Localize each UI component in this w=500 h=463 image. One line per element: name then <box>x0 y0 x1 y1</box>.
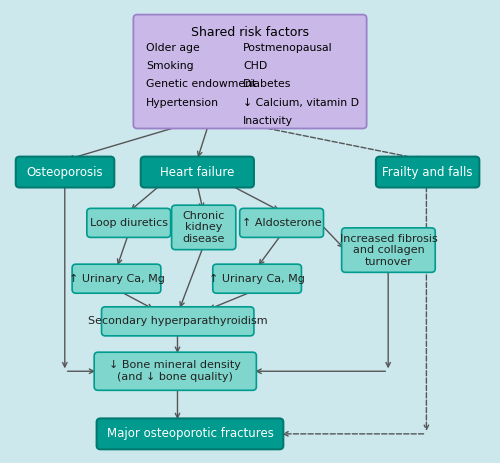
Text: ↑ Urinary Ca, Mg: ↑ Urinary Ca, Mg <box>209 274 305 284</box>
FancyBboxPatch shape <box>72 264 161 293</box>
FancyBboxPatch shape <box>172 205 236 250</box>
Text: Genetic endowment: Genetic endowment <box>146 80 256 89</box>
Text: ↓ Calcium, vitamin D: ↓ Calcium, vitamin D <box>243 98 359 107</box>
Text: Frailty and falls: Frailty and falls <box>382 166 473 179</box>
FancyBboxPatch shape <box>213 264 302 293</box>
FancyBboxPatch shape <box>342 228 435 272</box>
FancyBboxPatch shape <box>102 307 254 336</box>
Text: Chronic
kidney
disease: Chronic kidney disease <box>182 211 225 244</box>
Text: Increased fibrosis
and collagen
turnover: Increased fibrosis and collagen turnover <box>340 233 438 267</box>
Text: CHD: CHD <box>243 61 268 71</box>
Text: Smoking: Smoking <box>146 61 194 71</box>
Text: Diabetes: Diabetes <box>243 80 292 89</box>
Text: Heart failure: Heart failure <box>160 166 234 179</box>
Text: Shared risk factors: Shared risk factors <box>191 25 309 38</box>
Text: Older age: Older age <box>146 43 200 53</box>
Text: Hypertension: Hypertension <box>146 98 219 107</box>
Text: Loop diuretics: Loop diuretics <box>90 218 168 228</box>
FancyBboxPatch shape <box>94 352 256 390</box>
Text: Secondary hyperparathyroidism: Secondary hyperparathyroidism <box>88 316 268 326</box>
Text: Major osteoporotic fractures: Major osteoporotic fractures <box>106 427 274 440</box>
FancyBboxPatch shape <box>134 15 366 129</box>
Text: ↓ Bone mineral density
(and ↓ bone quality): ↓ Bone mineral density (and ↓ bone quali… <box>110 360 241 382</box>
Text: Postmenopausal: Postmenopausal <box>243 43 333 53</box>
Text: ↑ Aldosterone: ↑ Aldosterone <box>242 218 322 228</box>
FancyBboxPatch shape <box>376 156 480 188</box>
FancyBboxPatch shape <box>87 208 170 238</box>
FancyBboxPatch shape <box>140 156 254 188</box>
FancyBboxPatch shape <box>96 419 284 449</box>
Text: Osteoporosis: Osteoporosis <box>26 166 104 179</box>
Text: Inactivity: Inactivity <box>243 116 293 126</box>
FancyBboxPatch shape <box>240 208 324 238</box>
Text: ↑ Urinary Ca, Mg: ↑ Urinary Ca, Mg <box>68 274 164 284</box>
FancyBboxPatch shape <box>16 156 114 188</box>
